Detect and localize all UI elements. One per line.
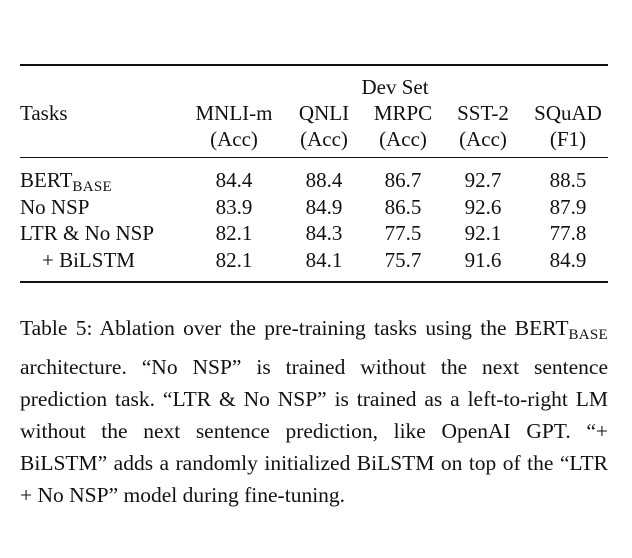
table-top-rule xyxy=(20,64,608,66)
row-label-ltr-no-nsp: LTR & No NSP xyxy=(20,221,155,245)
table-cell: 77.5 xyxy=(384,221,422,245)
caption-part-1: Table 5: Ablation over the pre-training … xyxy=(20,316,569,340)
row-label-no-nsp: No NSP xyxy=(20,195,90,219)
column-header-sst2: SST-2 xyxy=(457,101,509,125)
caption-part-2: architecture. “No NSP” is trained withou… xyxy=(20,355,608,507)
dev-set-header: Dev Set xyxy=(361,75,429,99)
caption-subscript: BASE xyxy=(568,327,608,343)
table-cell: 87.9 xyxy=(549,195,587,219)
table-cell: 84.4 xyxy=(215,168,253,192)
table-cell: 91.6 xyxy=(464,248,502,272)
column-header-mrpc: MRPC xyxy=(373,101,433,125)
table-cell: 86.7 xyxy=(384,168,422,192)
column-header-squad: SQuAD xyxy=(534,101,602,125)
table-header-rule xyxy=(20,157,608,158)
column-header-mnli: MNLI-m xyxy=(195,101,273,125)
table-cell: 84.9 xyxy=(305,195,343,219)
row-label-subscript: BASE xyxy=(72,179,112,195)
table-cell: 84.1 xyxy=(305,248,343,272)
table-caption: Table 5: Ablation over the pre-training … xyxy=(20,312,608,511)
table-cell: 84.3 xyxy=(305,221,343,245)
table-bottom-rule xyxy=(20,281,608,283)
table-cell: 92.6 xyxy=(464,195,502,219)
row-label-bert-base: BERTBASE xyxy=(20,168,112,195)
table-cell: 77.8 xyxy=(549,221,587,245)
table-cell: 88.5 xyxy=(549,168,587,192)
column-metric-sst2: (Acc) xyxy=(459,127,507,151)
column-metric-squad: (F1) xyxy=(549,127,587,151)
column-metric-mnli: (Acc) xyxy=(210,127,258,151)
table-cell: 88.4 xyxy=(305,168,343,192)
table-cell: 92.7 xyxy=(464,168,502,192)
table-cell: 82.1 xyxy=(215,221,253,245)
table-cell: 82.1 xyxy=(215,248,253,272)
table-cell: 86.5 xyxy=(384,195,422,219)
column-metric-qnli: (Acc) xyxy=(300,127,348,151)
column-header-qnli: QNLI xyxy=(298,101,350,125)
table-cell: 83.9 xyxy=(215,195,253,219)
row-label-bilstm: + BiLSTM xyxy=(42,248,135,272)
table-cell: 84.9 xyxy=(549,248,587,272)
table-cell: 75.7 xyxy=(384,248,422,272)
tasks-header: Tasks xyxy=(20,101,68,125)
table-cell: 92.1 xyxy=(464,221,502,245)
column-metric-mrpc: (Acc) xyxy=(379,127,427,151)
